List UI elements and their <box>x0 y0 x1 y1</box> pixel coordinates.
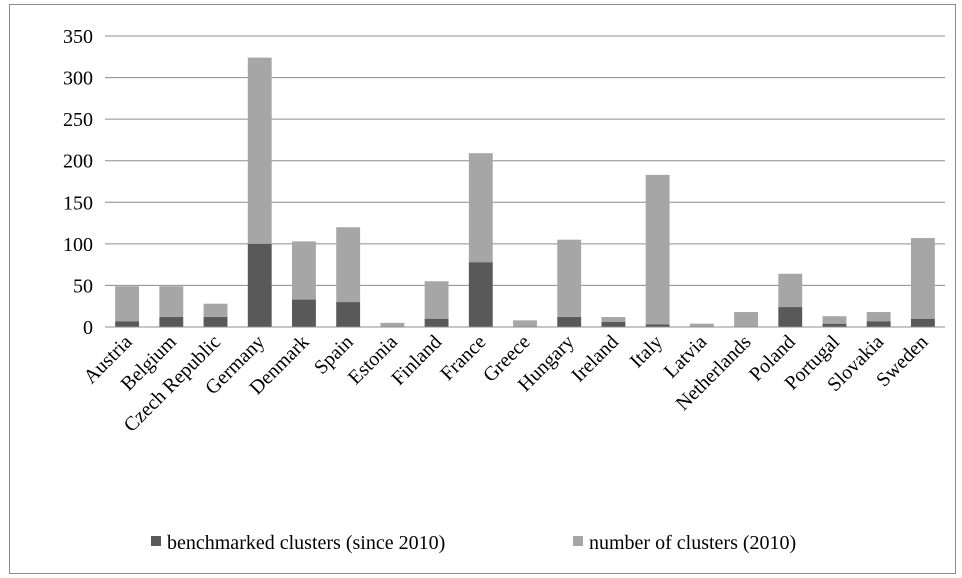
bar-clusters-czech-republic <box>203 303 228 318</box>
bar-clusters-poland <box>778 273 803 308</box>
chart-frame: 0 50 100 150 200 250 300 350 Austria Belgium Czec… <box>9 4 956 574</box>
legend: benchmarked clusters (since 2010) number … <box>151 532 796 554</box>
legend-label: benchmarked clusters (since 2010) <box>167 532 445 554</box>
bar-clusters-france <box>468 153 493 263</box>
bar-clusters-italy <box>645 174 670 325</box>
bar-clusters-greece <box>513 320 537 327</box>
y-tick-label: 0 <box>83 317 93 339</box>
bar-benchmarked-ireland <box>601 322 626 327</box>
bar-benchmarked-portugal <box>822 323 847 327</box>
y-axis-ticks: 0 50 100 150 200 250 300 350 <box>63 26 93 339</box>
y-tick-label: 150 <box>63 192 93 214</box>
bar-clusters-spain <box>336 227 361 303</box>
bar-benchmarked-belgium <box>159 317 184 327</box>
bar-benchmarked-spain <box>336 302 361 327</box>
bar-clusters-finland <box>424 281 449 319</box>
legend-swatch <box>151 536 161 546</box>
bar-benchmarked-poland <box>778 307 803 327</box>
bar-benchmarked-denmark <box>292 299 316 327</box>
bar-benchmarked-austria <box>115 321 140 327</box>
bar-clusters-germany <box>247 57 272 244</box>
bar-clusters-belgium <box>159 286 184 318</box>
bars <box>115 57 935 327</box>
bar-clusters-ireland <box>601 317 626 323</box>
x-category-label: Ireland <box>567 331 623 387</box>
bar-clusters-sweden <box>910 238 935 319</box>
legend-label: number of clusters (2010) <box>589 532 796 554</box>
bar-clusters-latvia <box>689 323 714 327</box>
y-tick-label: 350 <box>63 26 93 48</box>
bar-clusters-denmark <box>292 241 316 300</box>
x-category-label: Finland <box>387 331 446 390</box>
y-tick-label: 200 <box>63 151 93 173</box>
bar-benchmarked-germany <box>247 243 272 327</box>
bar-benchmarked-sweden <box>910 318 935 327</box>
y-tick-label: 300 <box>63 68 93 90</box>
bar-clusters-hungary <box>557 239 582 318</box>
bar-benchmarked-italy <box>645 324 670 327</box>
bar-benchmarked-czech-republic <box>203 317 228 327</box>
bar-benchmarked-france <box>468 262 493 327</box>
bar-clusters-estonia <box>380 322 405 327</box>
bar-benchmarked-slovakia <box>866 321 891 327</box>
bar-benchmarked-hungary <box>557 317 582 327</box>
bar-clusters-austria <box>115 286 140 322</box>
x-category-label: France <box>436 331 490 385</box>
bar-clusters-portugal <box>822 316 847 324</box>
bar-clusters-slovakia <box>866 312 891 322</box>
gridlines <box>105 35 945 286</box>
y-tick-label: 50 <box>73 275 93 297</box>
legend-swatch <box>573 536 583 546</box>
bar-clusters-netherlands <box>734 312 758 327</box>
y-tick-label: 100 <box>63 234 93 256</box>
y-tick-label: 250 <box>63 109 93 131</box>
bar-benchmarked-finland <box>424 318 449 327</box>
stacked-bar-chart: 0 50 100 150 200 250 300 350 AustriaBelgiumCzec… <box>63 26 945 554</box>
